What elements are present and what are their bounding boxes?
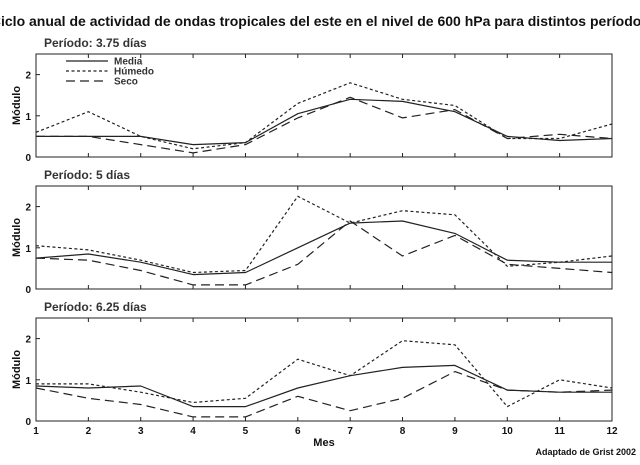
x-tick-label: 8 [400, 426, 406, 437]
y-tick-label: 2 [25, 203, 31, 214]
series-line-seco [35, 371, 613, 418]
y-axis-label: Módulo [11, 86, 23, 125]
y-tick-label: 1 [25, 112, 31, 123]
x-tick-label: 3 [138, 426, 144, 437]
panel-title: Período: 3.75 días [44, 36, 147, 50]
x-tick-label: 9 [452, 426, 458, 437]
x-tick-label: 7 [347, 426, 353, 437]
series-line-seco [36, 96, 613, 154]
series-line-húmedo [35, 82, 613, 150]
x-tick-label: 11 [554, 426, 565, 437]
chart-title: Ciclo anual de actividad de ondas tropic… [0, 13, 640, 29]
chart-panels: Período: 3.75 días012MóduloMediaHúmedoSe… [11, 36, 618, 449]
y-tick-label: 0 [25, 285, 31, 296]
y-tick-label: 2 [25, 71, 31, 82]
y-tick-label: 0 [25, 417, 31, 428]
y-tick-label: 2 [25, 335, 31, 346]
source-credit: Adaptado de Grist 2002 [535, 447, 636, 457]
panel-title: Período: 5 días [44, 168, 130, 182]
series-line-húmedo [36, 340, 613, 408]
x-tick-label: 12 [606, 426, 618, 437]
legend-label: Seco [114, 77, 138, 88]
x-tick-label: 4 [190, 426, 196, 437]
series-line-húmedo [35, 195, 613, 274]
x-tick-label: 2 [86, 426, 92, 437]
series-line-media [36, 98, 613, 146]
y-tick-label: 0 [25, 153, 31, 164]
x-tick-label: 10 [502, 426, 514, 437]
y-axis-label: Módulo [11, 218, 23, 257]
plot-frame [35, 317, 613, 422]
plot-frame [35, 185, 613, 290]
series-line-media [35, 220, 612, 276]
x-tick-label: 6 [295, 426, 301, 437]
y-tick-label: 1 [25, 376, 31, 387]
x-tick-label: 1 [33, 426, 39, 437]
y-axis-label: Módulo [11, 350, 23, 389]
series-line-seco [35, 220, 613, 286]
x-tick-label: 5 [243, 426, 249, 437]
legend-label: Húmedo [114, 67, 154, 78]
x-axis-label: Mes [313, 437, 334, 449]
series-line-media [35, 364, 612, 408]
plot-frame [35, 53, 613, 158]
panel-title: Período: 6.25 días [44, 300, 147, 314]
y-tick-label: 1 [25, 244, 31, 255]
legend-label: Media [114, 57, 143, 68]
